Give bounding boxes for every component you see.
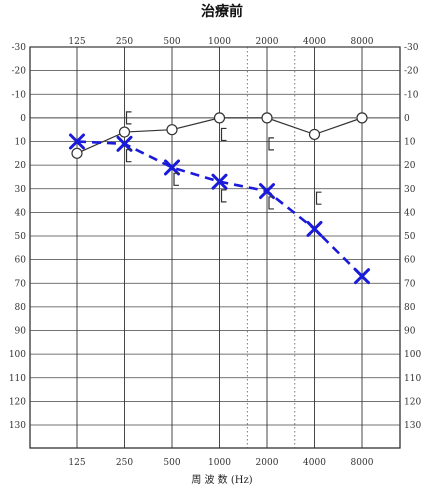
data-point-circle [261,112,273,124]
x-tick-label-top: 1000 [208,37,231,47]
y-tick-label-right: -30 [404,43,419,53]
y-tick-label-right: 80 [404,303,416,313]
data-point-bracket [173,172,179,186]
data-point-circle [118,126,131,138]
x-tick-label-top: 250 [116,37,133,47]
data-point-x [259,183,275,200]
series [69,111,370,285]
data-point-bracket [220,189,227,203]
x-tick-label-bottom: 8000 [351,458,374,468]
y-tick-label-right: 30 [404,185,416,195]
y-tick-label-right: -20 [404,67,419,77]
y-tick-label-left: 30 [15,185,27,195]
data-point-x [211,173,228,190]
y-tick-label-left: 20 [15,161,27,171]
data-point-bracket [268,196,274,210]
data-point-x [116,135,133,152]
x-axis-label: 周 波 数 (Hz) [191,473,252,486]
y-tick-label-left: 80 [15,303,27,313]
y-tick-label-right: -10 [404,90,419,100]
data-point-bracket [220,127,227,142]
y-tick-label-left: 90 [15,327,27,337]
x-tick-label-bottom: 1000 [208,458,231,468]
y-tick-label-left: -30 [12,43,27,53]
data-point-bracket [268,137,274,151]
y-tick-label-left: 120 [9,397,26,407]
y-tick-label-left: 130 [9,421,26,431]
grid [29,46,401,449]
y-tick-label-right: 50 [404,232,416,242]
y-tick-label-left: 100 [9,350,26,360]
plot-frame [29,46,401,449]
series-x [69,133,370,285]
data-point-bracket [315,191,322,205]
x-tick-label-bottom: 250 [116,458,133,468]
data-point-bracket [125,149,132,163]
y-tick-label-right: 70 [404,279,416,289]
data-point-x [354,268,370,285]
y-tick-label-right: 40 [404,208,416,218]
y-tick-label-right: 10 [404,138,416,148]
y-tick-label-right: 100 [404,350,421,360]
y-tick-label-left: 70 [15,279,27,289]
y-tick-label-left: -20 [12,67,27,77]
data-point-circle [356,112,368,124]
y-tick-label-right: 90 [404,327,416,337]
data-point-x [69,133,85,150]
y-tick-label-left: 10 [15,138,27,148]
x-axis-ticks: 125 125 250 250 500 500 1000 1000 2000 2000 4000 40… [68,37,373,468]
data-point-x [306,220,323,237]
chart-title: 治療前 [201,4,243,20]
x-tick-label-bottom: 500 [163,458,180,468]
y-tick-label-right: 110 [404,374,421,384]
y-tick-label-left: 40 [15,208,27,218]
y-tick-label-left: 60 [15,256,27,266]
y-tick-label-left: 110 [9,374,26,384]
data-point-circle [71,147,83,159]
x-tick-label-top: 4000 [303,37,326,47]
x-tick-label-top: 125 [68,37,85,47]
data-point-circle [166,124,178,136]
data-point-circle [213,112,226,124]
x-tick-label-bottom: 125 [68,458,85,468]
y-axis-ticks: -30 -30 -20 -20 -10 -10 0 0 10 10 20 20 30 30 40 40 50 50… [9,43,422,431]
y-tick-label-left: 0 [20,114,26,124]
y-tick-label-right: 130 [404,421,421,431]
x-tick-label-bottom: 4000 [303,458,326,468]
data-point-bracket [125,111,132,125]
y-tick-label-left: -10 [12,90,27,100]
data-point-x [164,159,180,176]
x-tick-label-top: 2000 [256,37,279,47]
series-circle [71,112,368,159]
data-point-circle [308,128,321,141]
x-tick-label-top: 500 [163,37,180,47]
x-tick-label-top: 8000 [351,37,374,47]
series-bracket [125,111,322,210]
y-tick-label-right: 20 [404,161,416,171]
y-tick-label-right: 0 [404,114,410,124]
y-tick-label-right: 60 [404,256,416,266]
y-tick-label-right: 120 [404,397,421,407]
y-tick-label-left: 50 [15,232,27,242]
x-tick-label-bottom: 2000 [256,458,279,468]
